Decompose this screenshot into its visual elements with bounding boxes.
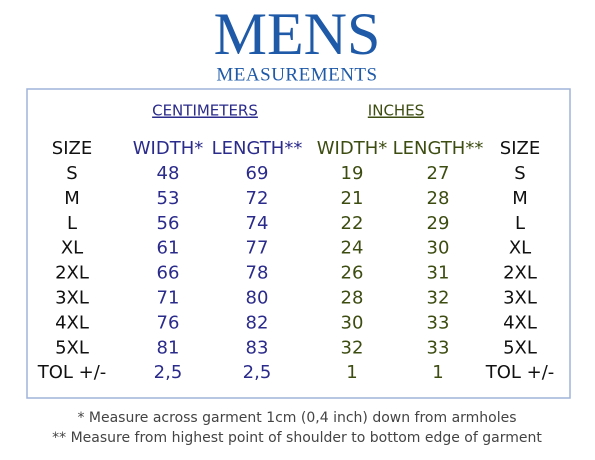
column-header: WIDTH* xyxy=(133,138,204,159)
cell: 53 xyxy=(157,188,180,209)
table-border xyxy=(26,88,571,399)
cell: TOL +/- xyxy=(485,362,555,383)
cell: 30 xyxy=(427,238,450,259)
cell: 2XL xyxy=(503,263,537,284)
cell: 5XL xyxy=(55,337,89,358)
cell: 27 xyxy=(427,163,450,184)
cell: 31 xyxy=(427,263,450,284)
group-header: INCHES xyxy=(368,102,424,120)
cell: TOL +/- xyxy=(37,362,107,383)
cell: 56 xyxy=(157,213,180,234)
cell: 48 xyxy=(157,163,180,184)
cell: 2XL xyxy=(55,263,89,284)
cell: 2,5 xyxy=(243,362,272,383)
cell: 66 xyxy=(157,263,180,284)
cell: 30 xyxy=(341,312,364,333)
cell: 24 xyxy=(341,238,364,259)
cell: S xyxy=(514,163,525,184)
footnote: ** Measure from highest point of shoulde… xyxy=(52,430,542,446)
cell: M xyxy=(512,188,528,209)
cell: 28 xyxy=(427,188,450,209)
cell: XL xyxy=(61,238,83,259)
cell: 61 xyxy=(157,238,180,259)
cell: 2,5 xyxy=(154,362,183,383)
title: MENS xyxy=(214,1,381,67)
cell: 22 xyxy=(341,213,364,234)
cell: 82 xyxy=(246,312,269,333)
cell: 19 xyxy=(341,163,364,184)
cell: 33 xyxy=(427,337,450,358)
cell: 4XL xyxy=(503,312,537,333)
cell: 33 xyxy=(427,312,450,333)
cell: 72 xyxy=(246,188,269,209)
cell: 4XL xyxy=(55,312,89,333)
footnote: * Measure across garment 1cm (0,4 inch) … xyxy=(77,410,516,426)
cell: S xyxy=(66,163,77,184)
cell: 81 xyxy=(157,337,180,358)
column-header: LENGTH** xyxy=(212,138,303,159)
cell: L xyxy=(67,213,77,234)
column-header: LENGTH** xyxy=(393,138,484,159)
cell: 76 xyxy=(157,312,180,333)
cell: 71 xyxy=(157,288,180,309)
cell: L xyxy=(515,213,525,234)
cell: 69 xyxy=(246,163,269,184)
cell: 1 xyxy=(432,362,443,383)
cell: 3XL xyxy=(55,288,89,309)
cell: 83 xyxy=(246,337,269,358)
column-header: SIZE xyxy=(500,138,540,159)
cell: 74 xyxy=(246,213,269,234)
cell: M xyxy=(64,188,80,209)
cell: 77 xyxy=(246,238,269,259)
group-header: CENTIMETERS xyxy=(152,102,258,120)
cell: 80 xyxy=(246,288,269,309)
cell: 28 xyxy=(341,288,364,309)
cell: 32 xyxy=(341,337,364,358)
cell: 26 xyxy=(341,263,364,284)
cell: XL xyxy=(509,238,531,259)
cell: 29 xyxy=(427,213,450,234)
cell: 32 xyxy=(427,288,450,309)
cell: 78 xyxy=(246,263,269,284)
cell: 5XL xyxy=(503,337,537,358)
cell: 3XL xyxy=(503,288,537,309)
cell: 21 xyxy=(341,188,364,209)
column-header: WIDTH* xyxy=(317,138,388,159)
column-header: SIZE xyxy=(52,138,92,159)
cell: 1 xyxy=(346,362,357,383)
subtitle: MEASUREMENTS xyxy=(216,64,377,85)
